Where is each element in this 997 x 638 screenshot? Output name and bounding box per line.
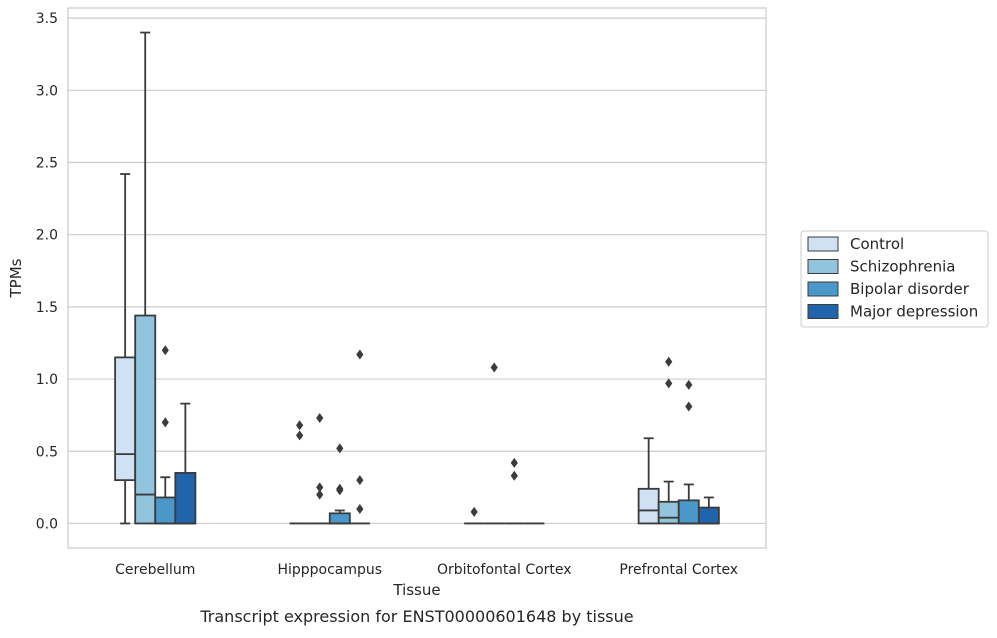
gridlines [68,17,766,525]
y-tick-label: 2.5 [36,155,58,171]
legend-label: Bipolar disorder [850,280,970,298]
outlier-point [470,506,478,517]
box [328,509,351,525]
outlier-point [296,420,304,431]
y-tick-label: 1.0 [36,372,58,388]
x-tick-labels: Cerebellum Hipppocampus Orbitofontal Corte… [115,562,738,578]
box-body [114,356,137,482]
box-body [328,512,351,525]
box [657,480,680,525]
outlier-point [336,443,344,454]
y-tick-label: 3.5 [36,11,58,27]
outlier-point [356,475,364,486]
legend-label: Major depression [850,303,978,321]
box [114,173,137,525]
legend-frame [800,230,989,328]
y-tick-label: 1.5 [36,300,58,316]
box [637,437,660,525]
outlier-point [161,417,169,428]
outlier-point [510,470,518,481]
y-tick-label: 2.0 [36,228,58,244]
box-body [657,500,680,525]
legend-swatch [807,304,839,319]
legend-label: Schizophrenia [850,258,955,276]
y-tick-label: 0.5 [36,444,58,460]
outlier-point [356,504,364,515]
outlier-point [685,401,693,412]
x-tick-label: Hipppocampus [277,562,382,578]
y-tick-label: 3.0 [36,83,58,99]
outlier-point [356,349,364,360]
outlier-point [665,378,673,389]
outlier-point [316,413,324,424]
outlier-point [296,430,304,441]
y-tick-label: 0.0 [36,516,58,532]
x-tick-label: Prefrontal Cortex [619,562,738,578]
y-axis-label: TPMs [7,258,25,298]
box-body [154,496,177,525]
legend-swatch [807,236,839,252]
x-tick-label: Cerebellum [115,562,195,578]
legend: Control Schizophrenia Bipolar disorder Majo… [800,230,989,328]
box [174,402,197,525]
box-body [637,487,660,525]
plot-background [68,8,766,548]
outlier-point [490,362,498,373]
x-tick-label: Orbitofontal Cortex [437,562,572,578]
plot-frame [67,7,767,549]
outlier-point [316,482,324,493]
legend-label: Control [850,235,904,253]
chart-caption: Transcript expression for ENST0000060164… [199,607,633,626]
outlier-points [161,345,693,517]
box-body [697,506,720,525]
outlier-point [316,489,324,500]
x-axis-label: Tissue [392,581,440,599]
outlier-point [665,356,673,367]
boxes [114,31,720,525]
outlier-point [685,379,693,390]
box [134,31,157,525]
y-tick-labels: 0.0 0.5 1.0 1.5 2.0 2.5 3.0 3.5 [36,11,58,532]
box-body [134,314,157,525]
outlier-point [161,345,169,356]
box [697,496,720,525]
legend-swatch [807,259,839,274]
box-body [677,499,700,525]
box-body [174,472,197,525]
legend-swatch [807,281,839,297]
outlier-point [336,483,344,494]
outlier-point [510,457,518,468]
